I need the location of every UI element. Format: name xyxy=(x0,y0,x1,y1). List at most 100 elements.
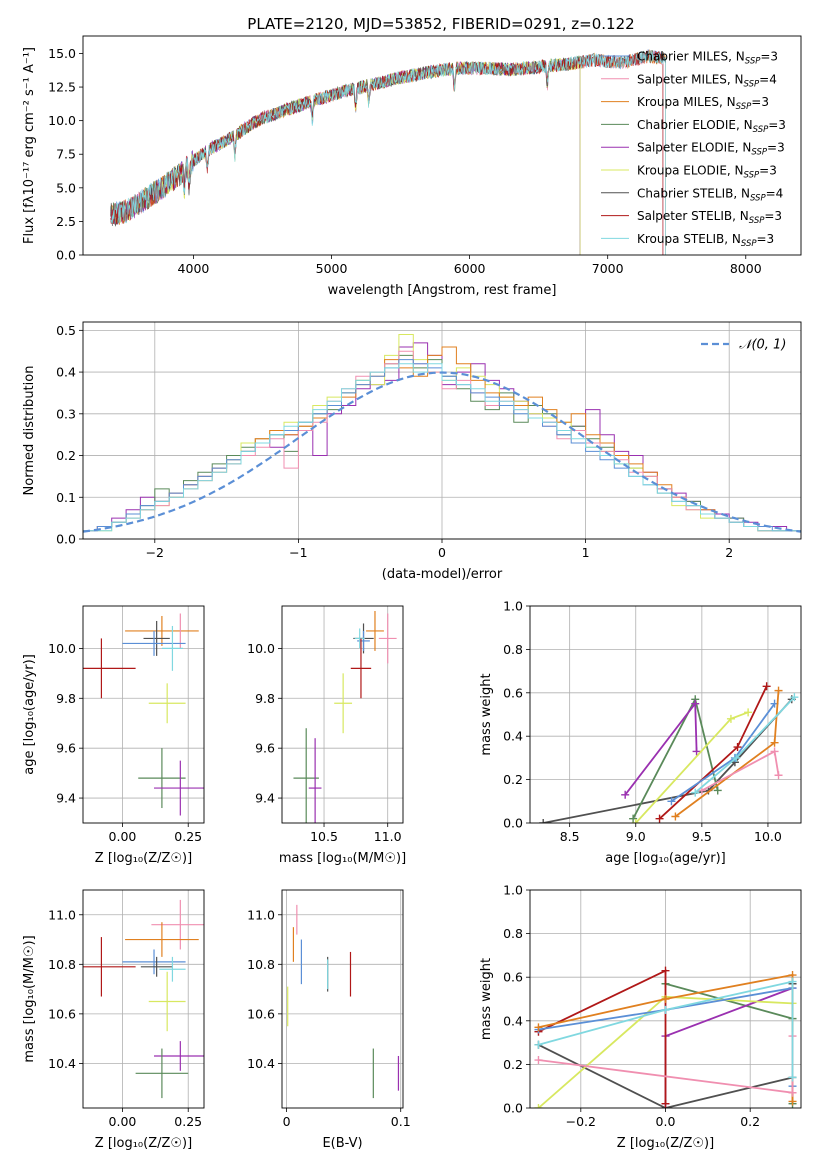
plot-area xyxy=(534,966,797,1108)
x-tick-label: 8000 xyxy=(730,261,762,276)
weight-line xyxy=(543,698,793,823)
y-axis-label: Flux [fλ10⁻¹⁷ erg cm⁻² s⁻¹ A⁻¹] xyxy=(22,47,37,244)
weight-marker xyxy=(691,699,700,708)
x-axis-label: Z [log₁₀(Z/Z☉)] xyxy=(95,851,192,866)
spectrum-line xyxy=(110,50,666,255)
errorbar-point xyxy=(151,899,204,950)
errorbar-point xyxy=(161,625,183,671)
y-tick-label: 10.0 xyxy=(247,641,275,656)
axes-frame xyxy=(82,35,802,256)
y-tick-label: 10.8 xyxy=(247,957,275,972)
y-tick-label: 10.6 xyxy=(247,1006,275,1021)
x-axis-label: Z [log₁₀(Z/Z☉)] xyxy=(95,1136,192,1151)
weight-marker xyxy=(534,1104,543,1108)
x-axis-label: Z [log₁₀(Z/Z☉)] xyxy=(617,1136,714,1151)
weight-marker xyxy=(762,682,771,691)
weight-marker xyxy=(534,1040,543,1049)
x-tick-label: 10.5 xyxy=(310,829,338,844)
x-tick-label: 5000 xyxy=(316,261,348,276)
y-tick-label: 0.6 xyxy=(503,970,523,985)
legend-entry: Kroupa MILES, NSSP=3 xyxy=(637,95,769,112)
y-tick-label: 10.0 xyxy=(48,113,76,128)
errorbar-point xyxy=(154,760,204,816)
y-tick-label: 0.1 xyxy=(56,490,76,505)
y-tick-label: 0.2 xyxy=(503,1057,523,1072)
weight-marker xyxy=(661,995,670,1003)
x-tick-label: 9.5 xyxy=(692,829,712,844)
y-axis-label: mass [log₁₀(M/M☉)] xyxy=(22,935,37,1062)
weight-marker xyxy=(744,708,753,717)
plot-area xyxy=(293,610,397,823)
x-tick-label: 0.00 xyxy=(109,1114,137,1129)
y-tick-label: 9.8 xyxy=(255,691,275,706)
y-tick-label: 10.4 xyxy=(247,1056,275,1071)
age-vs-metallicity-panel: 0.00 0.25 9.4 9.6 9.8 10.0 Z [log₁₀(Z/Z☉)] age … xyxy=(22,605,205,866)
y-axis-label: Normed distribution xyxy=(22,366,37,496)
weight-line xyxy=(538,969,667,1104)
x-tick-label: −0.2 xyxy=(566,1114,596,1129)
weight-line xyxy=(538,980,794,1078)
x-tick-label: 6000 xyxy=(454,261,486,276)
x-tick-label: −2 xyxy=(146,545,164,560)
x-tick-label: 4000 xyxy=(178,261,210,276)
y-tick-label: 9.6 xyxy=(56,741,76,756)
x-tick-label: 0 xyxy=(283,1114,291,1129)
x-axis-label: E(B-V) xyxy=(322,1136,362,1151)
x-tick-label: −1 xyxy=(289,545,307,560)
y-tick-label: 0.4 xyxy=(503,729,523,744)
errorbar-point xyxy=(122,949,186,975)
y-tick-label: 10.0 xyxy=(48,641,76,656)
x-tick-label: 0.2 xyxy=(740,1114,760,1129)
axes-frame xyxy=(82,889,205,1109)
errorbar-point xyxy=(138,748,186,809)
plot-area xyxy=(539,682,799,823)
weight-marker xyxy=(788,977,797,986)
weight-marker xyxy=(671,812,680,821)
y-tick-label: 11.0 xyxy=(48,907,76,922)
age-vs-mass-panel: 10.5 11.0 9.4 9.6 9.8 10.0 mass [log₁₀(M/M☉)] xyxy=(247,605,406,866)
weight-vs-metallicity-panel: −0.2 0.0 0.2 0.0 0.2 0.4 0.6 0.8 1.0 Z [log₁₀(Z/Z… xyxy=(479,883,802,1151)
axes-frame xyxy=(281,889,404,1109)
x-axis-label: wavelength [Angstrom, rest frame] xyxy=(328,283,557,298)
plot-area xyxy=(110,49,666,255)
legend-entry: Salpeter ELODIE, NSSP=3 xyxy=(637,141,785,158)
y-tick-label: 0.6 xyxy=(503,685,523,700)
y-tick-label: 9.8 xyxy=(56,691,76,706)
errorbar-point xyxy=(366,610,384,651)
x-tick-label: 0.25 xyxy=(174,829,202,844)
y-tick-label: 0.0 xyxy=(56,248,76,263)
weight-marker xyxy=(788,1097,797,1106)
y-tick-label: 0.8 xyxy=(503,926,523,941)
residuals-panel: −2 −1 0 1 2 0.0 0.1 0.2 0.3 0.4 0.5 (data-model)/er… xyxy=(22,321,802,582)
legend-entry: Chabrier MILES, NSSP=3 xyxy=(637,50,778,67)
y-tick-label: 10.6 xyxy=(48,1006,76,1021)
errorbar-point xyxy=(125,615,199,646)
legend-entry: Chabrier STELIB, NSSP=4 xyxy=(637,186,783,203)
y-tick-label: 0.0 xyxy=(503,1101,523,1116)
legend-entry: Salpeter MILES, NSSP=4 xyxy=(637,72,777,89)
weight-marker xyxy=(790,693,799,702)
weight-marker xyxy=(621,790,630,799)
legend-entry: Kroupa STELIB, NSSP=3 xyxy=(637,232,774,249)
axes-frame xyxy=(82,321,802,540)
y-tick-label: 1.0 xyxy=(503,599,523,614)
weight-marker xyxy=(691,788,700,797)
weight-marker xyxy=(692,747,701,756)
legend-entry: Chabrier ELODIE, NSSP=3 xyxy=(637,118,786,135)
x-tick-label: 0.00 xyxy=(109,829,137,844)
weight-line xyxy=(635,711,749,823)
weight-marker xyxy=(534,1056,543,1065)
spectrum-panel: 4000 5000 6000 7000 8000 0.0 2.5 5.0 7.5 10.0 12.5… xyxy=(22,35,802,298)
weight-marker xyxy=(770,747,779,756)
errorbar-point xyxy=(148,683,186,724)
y-axis-label: age [log₁₀(age/yr)] xyxy=(22,654,37,775)
y-tick-label: 0.2 xyxy=(503,772,523,787)
axes-frame xyxy=(529,889,802,1109)
x-axis-label: mass [log₁₀(M/M☉)] xyxy=(279,851,406,866)
weight-line xyxy=(670,703,776,803)
errorbar-point xyxy=(140,956,173,977)
y-tick-label: 0.8 xyxy=(503,642,523,657)
x-tick-label: 0.0 xyxy=(656,1114,676,1129)
mass-vs-ebv-panel: 0 0.1 10.4 10.6 10.8 11.0 E(B-V) xyxy=(247,889,411,1151)
